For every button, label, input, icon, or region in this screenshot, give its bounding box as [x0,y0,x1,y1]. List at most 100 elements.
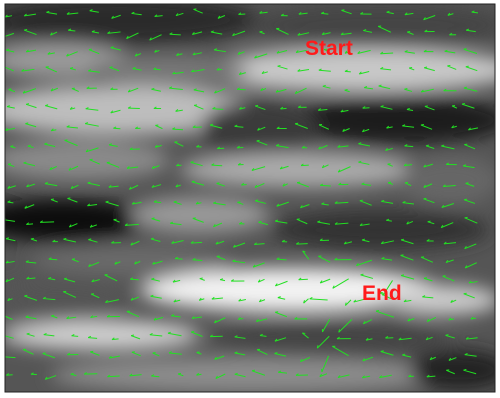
flow-arrow-head [445,162,450,165]
flow-arrow-head [50,32,53,36]
flow-arrow-head [359,223,363,226]
flow-arrow [172,128,184,131]
flow-arrow [5,277,15,283]
flow-arrow-head [423,277,428,279]
flow-arrow-head [319,373,322,377]
flow-arrow-head [343,241,347,245]
flow-arrow [234,352,246,356]
flow-arrow-head [282,183,285,187]
flow-arrow-head [295,242,300,245]
flow-arrow [294,123,308,129]
flow-arrow-head [426,318,430,322]
flow-arrow [337,374,350,379]
flow-arrow-head [465,65,469,68]
flow-arrow-head [468,280,472,284]
flow-arrow [192,217,204,223]
flow-arrow-head [362,321,366,325]
flow-arrow-head [124,223,128,226]
flow-arrow-head [25,49,29,53]
flow-arrow [129,374,142,377]
flow-arrow-head [241,182,245,186]
flow-arrow-head [464,198,468,201]
flow-arrow-head [321,165,325,169]
flow-arrow-head [358,160,362,163]
flow-arrow-head [219,278,224,281]
flow-arrow [359,223,370,227]
flow-arrow [114,261,121,265]
flow-arrow-head [109,66,113,68]
flow-arrow [5,15,13,18]
flow-arrow-head [108,355,112,359]
flow-arrow [46,11,58,15]
flow-arrow-head [464,265,468,269]
flow-arrow [66,126,78,129]
flow-arrow-head [214,90,217,94]
flow-arrow [381,258,393,261]
flow-arrow [403,299,412,303]
flow-arrow [171,240,184,244]
flow-arrow-head [128,186,132,190]
flow-arrow-head [294,122,299,125]
flow-arrow-head [465,336,469,340]
flow-arrow-head [301,145,305,149]
flow-arrow-head [441,144,445,147]
flow-arrow [278,371,287,374]
flow-arrow-head [191,31,195,35]
flow-arrow-head [27,144,31,147]
flow-arrow [168,352,182,355]
flow-arrow-head [111,337,115,341]
flow-arrow-head [191,316,195,319]
flow-arrow-head [87,335,92,339]
flow-arrow [234,373,246,378]
flow-arrow [7,185,16,189]
flow-arrow [151,218,161,222]
flow-arrow-head [463,86,467,89]
flow-arrow [67,197,78,203]
flow-arrow [5,66,14,72]
flow-arrow-head [237,317,241,320]
flow-arrow [356,259,373,267]
flow-arrow-head [255,104,259,107]
flow-arrow [251,166,266,171]
flow-arrow [215,240,225,245]
flow-arrow-head [318,68,322,71]
flow-arrow-head [362,106,366,109]
flow-arrow [192,259,203,261]
flow-arrow-head [338,182,342,186]
flow-arrow [170,222,182,226]
flow-arrow [300,204,310,209]
flow-arrow-head [154,14,158,17]
flow-arrow [110,47,121,51]
flow-arrow [149,334,163,337]
flow-arrow [25,316,37,320]
flow-arrow [463,165,475,169]
flow-arrow-head [171,314,175,317]
flow-arrow [297,32,310,36]
flow-arrow [274,337,287,342]
flow-arrow-head [295,373,299,376]
flow-arrow-head [277,64,281,67]
flow-arrow [447,65,457,70]
flow-arrow-head [340,109,344,113]
flow-arrow-head [192,217,196,219]
flow-arrow-head [105,200,109,203]
flow-arrow [318,124,330,130]
flow-arrow [42,353,56,359]
flow-arrow-head [336,336,340,340]
flow-arrow [320,278,331,284]
image-border [4,3,496,393]
flow-arrow [364,87,374,90]
flow-arrow-head [5,279,8,283]
flow-arrow-head [300,163,304,166]
flow-arrow-head [332,285,335,289]
flow-arrow [5,32,14,37]
flow-arrow-head [8,88,12,90]
flow-arrow [379,374,392,379]
flow-arrow [151,278,160,282]
flow-arrow [214,317,226,324]
flow-arrow-head [275,144,280,147]
flow-arrow-head [131,201,135,205]
flow-arrow [174,141,184,147]
flow-arrow [22,349,34,355]
flow-arrow-head [42,296,46,300]
